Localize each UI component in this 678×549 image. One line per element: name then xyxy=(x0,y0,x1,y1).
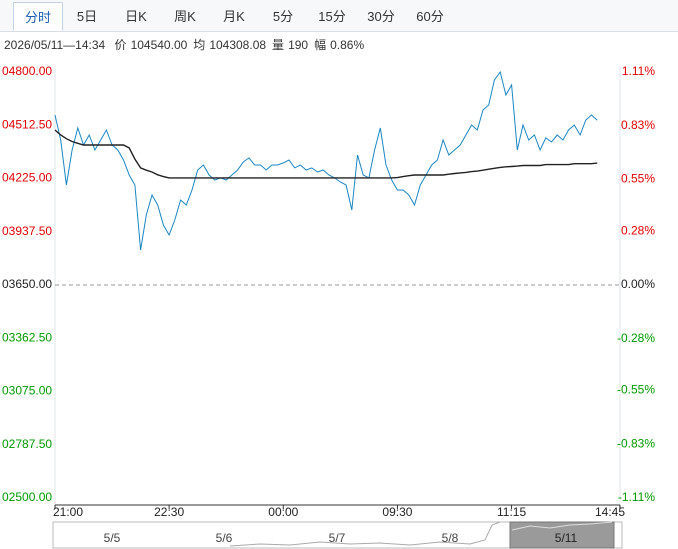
tab[interactable]: 30分 xyxy=(367,9,395,24)
x-tick-label: 21:00 xyxy=(53,505,83,519)
y2-tick-label: 1.11% xyxy=(622,64,655,78)
info-value: 190 xyxy=(288,38,309,52)
navigator-mini-line-selected xyxy=(511,521,613,531)
y2-tick-label: 0.55% xyxy=(621,172,655,186)
info-label: 幅 xyxy=(314,38,327,52)
navigator-date: 5/6 xyxy=(216,531,233,545)
navigator-date: 5/8 xyxy=(442,531,459,545)
y2-tick-label: 0.83% xyxy=(621,118,655,132)
info-label: 价 xyxy=(114,38,127,52)
y2-tick-label: 0.00% xyxy=(621,277,655,291)
navigator-mini-line xyxy=(229,521,501,547)
y2-tick-label: -0.55% xyxy=(617,383,655,397)
navigator-date: 5/11 xyxy=(555,531,578,545)
info-label: 量 xyxy=(272,38,285,52)
navigator-date: 5/5 xyxy=(104,531,121,545)
y2-tick-label: 0.28% xyxy=(621,223,655,237)
x-tick-label: 14:45 xyxy=(595,505,625,519)
tab[interactable]: 月K xyxy=(223,9,245,24)
y-tick-label: 04225.00 xyxy=(2,171,52,185)
y2-tick-label: -0.28% xyxy=(617,331,655,345)
y-tick-label: 04800.00 xyxy=(2,64,52,78)
y-tick-label: 02500.00 xyxy=(2,490,52,504)
y-tick-label: 03362.50 xyxy=(2,330,52,344)
info-value: 104540.00 xyxy=(130,38,188,52)
info-value: 104308.08 xyxy=(209,38,267,52)
info-line: 2026/05/11—14:34 价 104540.00 均 104308.08 量 19… xyxy=(4,36,370,53)
tab[interactable]: 5日 xyxy=(76,9,98,24)
y-tick-label: 03937.50 xyxy=(2,224,52,238)
navigator-date: 5/7 xyxy=(329,531,346,545)
info-time: 2026/05/11—14:34 xyxy=(4,38,106,52)
tab[interactable]: 周K xyxy=(174,9,196,24)
x-tick-label: 00:00 xyxy=(268,505,298,519)
tab-bar: 分时 5日 日K 周K 月K 5分 15分 30分 60分 xyxy=(0,0,678,32)
tab[interactable]: 分时 xyxy=(13,2,63,31)
tab[interactable]: 60分 xyxy=(416,9,444,24)
x-tick-label: 09:30 xyxy=(382,505,412,519)
tab[interactable]: 5分 xyxy=(272,9,294,24)
y2-tick-label: -1.11% xyxy=(618,490,655,504)
y2-tick-label: -0.83% xyxy=(617,436,655,450)
tab[interactable]: 15分 xyxy=(318,9,346,24)
y-tick-label: 02787.50 xyxy=(2,437,52,451)
info-label: 均 xyxy=(193,38,206,52)
y-tick-label: 03650.00 xyxy=(2,277,52,291)
average-line xyxy=(54,129,598,179)
y-tick-label: 03075.00 xyxy=(2,384,52,398)
tab[interactable]: 日K xyxy=(125,9,147,24)
x-tick-label: 22:30 xyxy=(154,505,184,519)
info-value: 0.86% xyxy=(330,38,365,52)
x-tick-label: 11:15 xyxy=(497,505,526,519)
y-tick-label: 04512.50 xyxy=(2,117,52,131)
price-line xyxy=(54,70,598,251)
